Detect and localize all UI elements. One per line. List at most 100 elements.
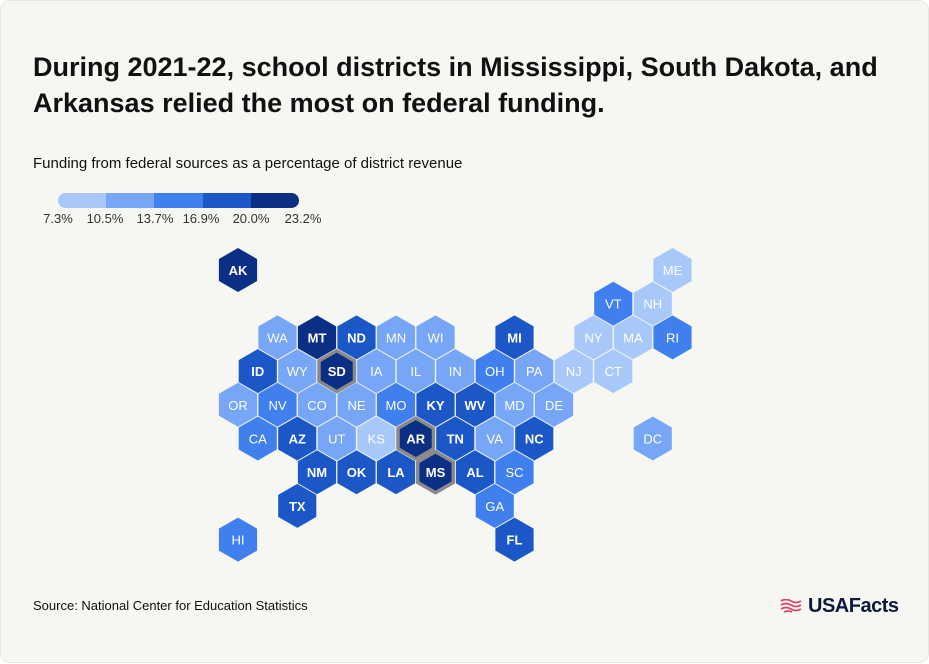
state-label: HI [232,533,245,548]
state-tile-ms: MS [415,449,456,495]
state-tile-la: LA [376,450,416,495]
state-hex [594,281,633,326]
legend-label: 16.9% [182,211,220,226]
state-hex [258,382,297,427]
state-hex [554,349,593,394]
state-label: OR [228,398,248,413]
state-label: KY [426,398,444,413]
state-hex [455,450,495,495]
state-hex [574,315,613,360]
state-hex [337,382,376,427]
state-tile-id: ID [238,349,277,394]
state-tile-ma: MA [613,315,653,360]
state-hex [436,349,475,394]
state-hex [278,416,317,461]
state-hex [376,315,416,360]
state-hex [475,416,514,461]
legend-label: 20.0% [232,211,270,226]
state-label: ND [347,330,366,345]
state-hex [495,382,534,427]
state-label: NH [643,297,662,312]
state-hex [415,449,456,495]
state-tile-ut: UT [317,416,356,461]
state-tile-ri: RI [653,315,692,360]
state-label: SD [328,364,346,379]
state-hex [495,315,534,360]
state-hex [515,416,554,461]
state-label: MS [426,465,446,480]
state-tile-vt: VT [594,281,633,326]
state-label: AL [466,465,483,480]
state-tile-mt: MT [297,315,337,360]
state-hex [317,348,357,394]
state-label: IN [449,364,462,379]
state-hex [653,315,692,360]
state-tile-ks: KS [357,416,396,461]
chart-subtitle: Funding from federal sources as a percen… [33,155,463,172]
state-tile-mo: MO [376,382,416,427]
state-label: IA [370,364,383,379]
state-tile-nh: NH [633,281,672,326]
state-label: IL [410,364,421,379]
state-label: SC [505,465,523,480]
state-hex [396,416,436,461]
state-hex [416,382,455,427]
state-tile-in: IN [436,349,475,394]
state-label: VT [605,297,622,312]
state-hex [613,315,653,360]
state-hex [495,450,534,495]
state-label: WV [465,398,486,413]
state-tile-nm: NM [297,450,337,495]
state-label: ME [663,263,683,278]
state-hex [495,517,534,562]
state-tile-va: VA [475,416,514,461]
legend-swatch [106,193,155,208]
source-note: Source: National Center for Education St… [33,598,308,613]
state-hex [357,416,396,461]
state-tile-ny: NY [574,315,613,360]
state-hex [337,315,376,360]
state-tile-wi: WI [416,315,455,360]
state-hex [376,382,416,427]
state-tile-hi: HI [218,517,258,562]
state-tile-al: AL [455,450,495,495]
state-tile-il: IL [396,349,435,394]
state-label: NC [525,432,544,447]
legend-swatch [202,193,251,208]
state-tile-md: MD [495,382,534,427]
legend-swatch [154,193,203,208]
state-label: TX [289,499,306,514]
legend-label: 10.5% [86,211,124,226]
state-tile-nc: NC [515,416,554,461]
legend-swatch [250,193,299,208]
state-hex [258,315,297,360]
state-tile-sc: SC [495,450,534,495]
state-label: ID [251,364,264,379]
state-hex [357,349,396,394]
usafacts-logo: USAFacts [780,593,899,619]
state-label: WA [267,330,288,345]
state-label: LA [387,465,405,480]
state-tile-ok: OK [337,450,376,495]
state-hex [278,483,317,528]
state-tile-ak: AK [218,248,258,292]
state-tile-pa: PA [515,349,554,394]
state-hex [297,382,337,427]
state-label: CA [249,432,267,447]
state-label: MA [623,330,643,345]
state-tile-mn: MN [376,315,416,360]
state-tile-ne: NE [337,382,376,427]
state-hex [416,315,455,360]
state-label: PA [526,364,543,379]
state-label: VA [487,432,504,447]
state-tile-ca: CA [238,416,277,461]
state-tile-tx: TX [278,483,317,528]
state-tile-de: DE [534,382,574,427]
state-hex [515,349,554,394]
state-label: NE [347,398,365,413]
state-label: TN [447,432,464,447]
state-tile-sd: SD [317,348,357,394]
state-label: WI [428,330,444,345]
state-tile-fl: FL [495,517,534,562]
